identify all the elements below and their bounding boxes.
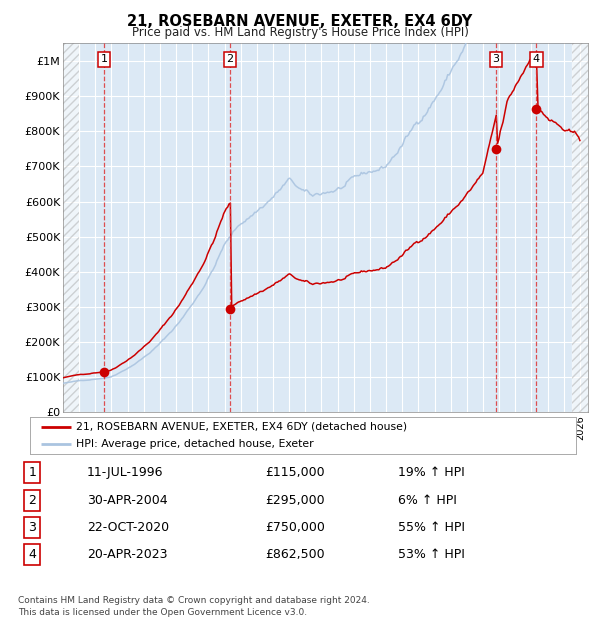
- Text: 21, ROSEBARN AVENUE, EXETER, EX4 6DY (detached house): 21, ROSEBARN AVENUE, EXETER, EX4 6DY (de…: [76, 422, 407, 432]
- Bar: [63, 43, 79, 412]
- Text: 30-APR-2004: 30-APR-2004: [87, 494, 167, 507]
- Text: 3: 3: [28, 521, 36, 534]
- Text: 4: 4: [533, 55, 540, 64]
- Text: 2: 2: [28, 494, 36, 507]
- Text: 1: 1: [28, 466, 36, 479]
- Bar: [63, 43, 79, 412]
- Text: 6% ↑ HPI: 6% ↑ HPI: [398, 494, 457, 507]
- Text: 20-APR-2023: 20-APR-2023: [87, 548, 167, 560]
- Bar: [572, 43, 588, 412]
- Text: Contains HM Land Registry data © Crown copyright and database right 2024.
This d: Contains HM Land Registry data © Crown c…: [18, 596, 370, 617]
- Text: 11-JUL-1996: 11-JUL-1996: [87, 466, 163, 479]
- Text: 3: 3: [493, 55, 500, 64]
- Text: HPI: Average price, detached house, Exeter: HPI: Average price, detached house, Exet…: [76, 439, 314, 449]
- Text: 4: 4: [28, 548, 36, 560]
- Text: £295,000: £295,000: [265, 494, 325, 507]
- Text: 53% ↑ HPI: 53% ↑ HPI: [398, 548, 465, 560]
- Text: 55% ↑ HPI: 55% ↑ HPI: [398, 521, 465, 534]
- Text: £862,500: £862,500: [265, 548, 325, 560]
- Text: £750,000: £750,000: [265, 521, 325, 534]
- Text: 1: 1: [100, 55, 107, 64]
- Text: Price paid vs. HM Land Registry's House Price Index (HPI): Price paid vs. HM Land Registry's House …: [131, 26, 469, 39]
- Text: 21, ROSEBARN AVENUE, EXETER, EX4 6DY: 21, ROSEBARN AVENUE, EXETER, EX4 6DY: [127, 14, 473, 29]
- Text: £115,000: £115,000: [265, 466, 325, 479]
- Text: 19% ↑ HPI: 19% ↑ HPI: [398, 466, 464, 479]
- Text: 22-OCT-2020: 22-OCT-2020: [87, 521, 169, 534]
- Bar: [572, 43, 588, 412]
- Text: 2: 2: [226, 55, 233, 64]
